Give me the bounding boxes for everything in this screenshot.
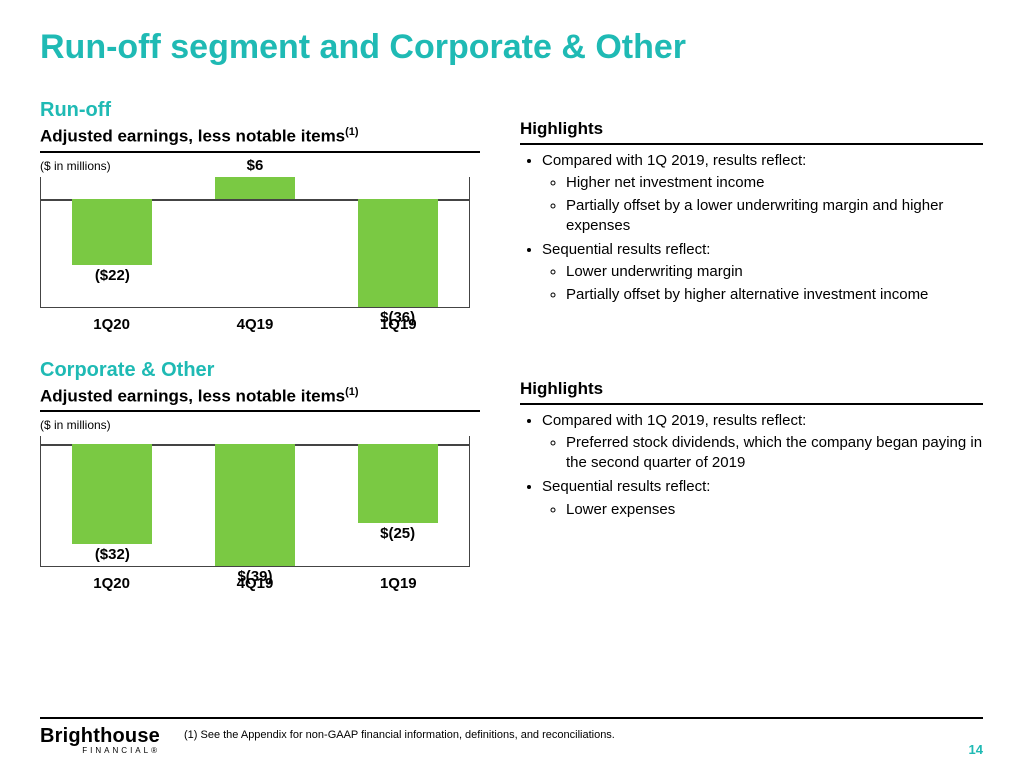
corp-category-label: 1Q19	[343, 575, 453, 592]
corp-category-label: 1Q20	[57, 575, 167, 592]
corp-highlights-title: Highlights	[520, 379, 983, 399]
sub-bullet-item: Higher net investment income	[566, 173, 983, 193]
corp-bar	[215, 444, 295, 566]
runoff-bar	[72, 199, 152, 265]
runoff-chart-title-sup: (1)	[345, 126, 358, 138]
runoff-category-label: 1Q20	[57, 316, 167, 333]
bullet-item: Compared with 1Q 2019, results reflect:H…	[542, 151, 983, 236]
page-number: 14	[969, 742, 983, 757]
runoff-bar-label: $6	[200, 157, 310, 174]
corp-rule	[40, 410, 480, 412]
bullet-item: Compared with 1Q 2019, results reflect:P…	[542, 411, 983, 474]
corp-bar-label: $(39)	[200, 568, 310, 585]
corp-bar	[358, 444, 438, 522]
brand-main: Brighthouse	[40, 725, 160, 747]
footer: Brighthouse FINANCIAL® (1) See the Appen…	[40, 717, 983, 755]
sub-bullet-item: Preferred stock dividends, which the com…	[566, 433, 983, 474]
footnote: (1) See the Appendix for non-GAAP financ…	[184, 725, 615, 741]
corp-section-title: Corporate & Other	[40, 359, 480, 382]
brand: Brighthouse FINANCIAL®	[40, 725, 160, 755]
corp-bar-label: $(25)	[343, 525, 453, 542]
corp-chart-title-text: Adjusted earnings, less notable items	[40, 386, 345, 405]
corp-bullets: Compared with 1Q 2019, results reflect:P…	[520, 411, 983, 520]
sub-bullet-item: Partially offset by a lower underwriting…	[566, 196, 983, 237]
runoff-bar-label: $(36)	[343, 309, 453, 326]
sub-bullet-item: Lower expenses	[566, 500, 983, 520]
corp-row: Corporate & Other Adjusted earnings, les…	[40, 351, 983, 593]
corp-units: ($ in millions)	[40, 418, 480, 432]
runoff-highlights-rule	[520, 143, 983, 145]
runoff-chart-title: Adjusted earnings, less notable items(1)	[40, 126, 480, 147]
runoff-chart: ($22)$6$(36) 1Q204Q191Q19	[40, 177, 470, 333]
runoff-row: Run-off Adjusted earnings, less notable …	[40, 91, 983, 333]
runoff-bullets: Compared with 1Q 2019, results reflect:H…	[520, 151, 983, 305]
runoff-bar-label: ($22)	[57, 267, 167, 284]
corp-chart-title-sup: (1)	[345, 386, 358, 398]
corp-bar-label: ($32)	[57, 546, 167, 563]
runoff-rule	[40, 151, 480, 153]
runoff-category-label: 4Q19	[200, 316, 310, 333]
brand-sub: FINANCIAL®	[40, 746, 160, 755]
corp-chart: ($32)$(39)$(25) 1Q204Q191Q19	[40, 436, 470, 592]
bullet-item: Sequential results reflect:Lower expense…	[542, 477, 983, 520]
bullet-item: Sequential results reflect:Lower underwr…	[542, 240, 983, 305]
corp-bar	[72, 444, 152, 544]
runoff-bar	[358, 199, 438, 307]
corp-chart-title: Adjusted earnings, less notable items(1)	[40, 386, 480, 407]
runoff-bar	[215, 177, 295, 199]
sub-bullet-item: Partially offset by higher alternative i…	[566, 285, 983, 305]
runoff-chart-title-text: Adjusted earnings, less notable items	[40, 127, 345, 146]
runoff-section-title: Run-off	[40, 99, 480, 122]
corp-highlights-rule	[520, 403, 983, 405]
runoff-highlights-title: Highlights	[520, 119, 983, 139]
footer-rule	[40, 717, 983, 719]
sub-bullet-item: Lower underwriting margin	[566, 262, 983, 282]
page-title: Run-off segment and Corporate & Other	[40, 28, 983, 67]
